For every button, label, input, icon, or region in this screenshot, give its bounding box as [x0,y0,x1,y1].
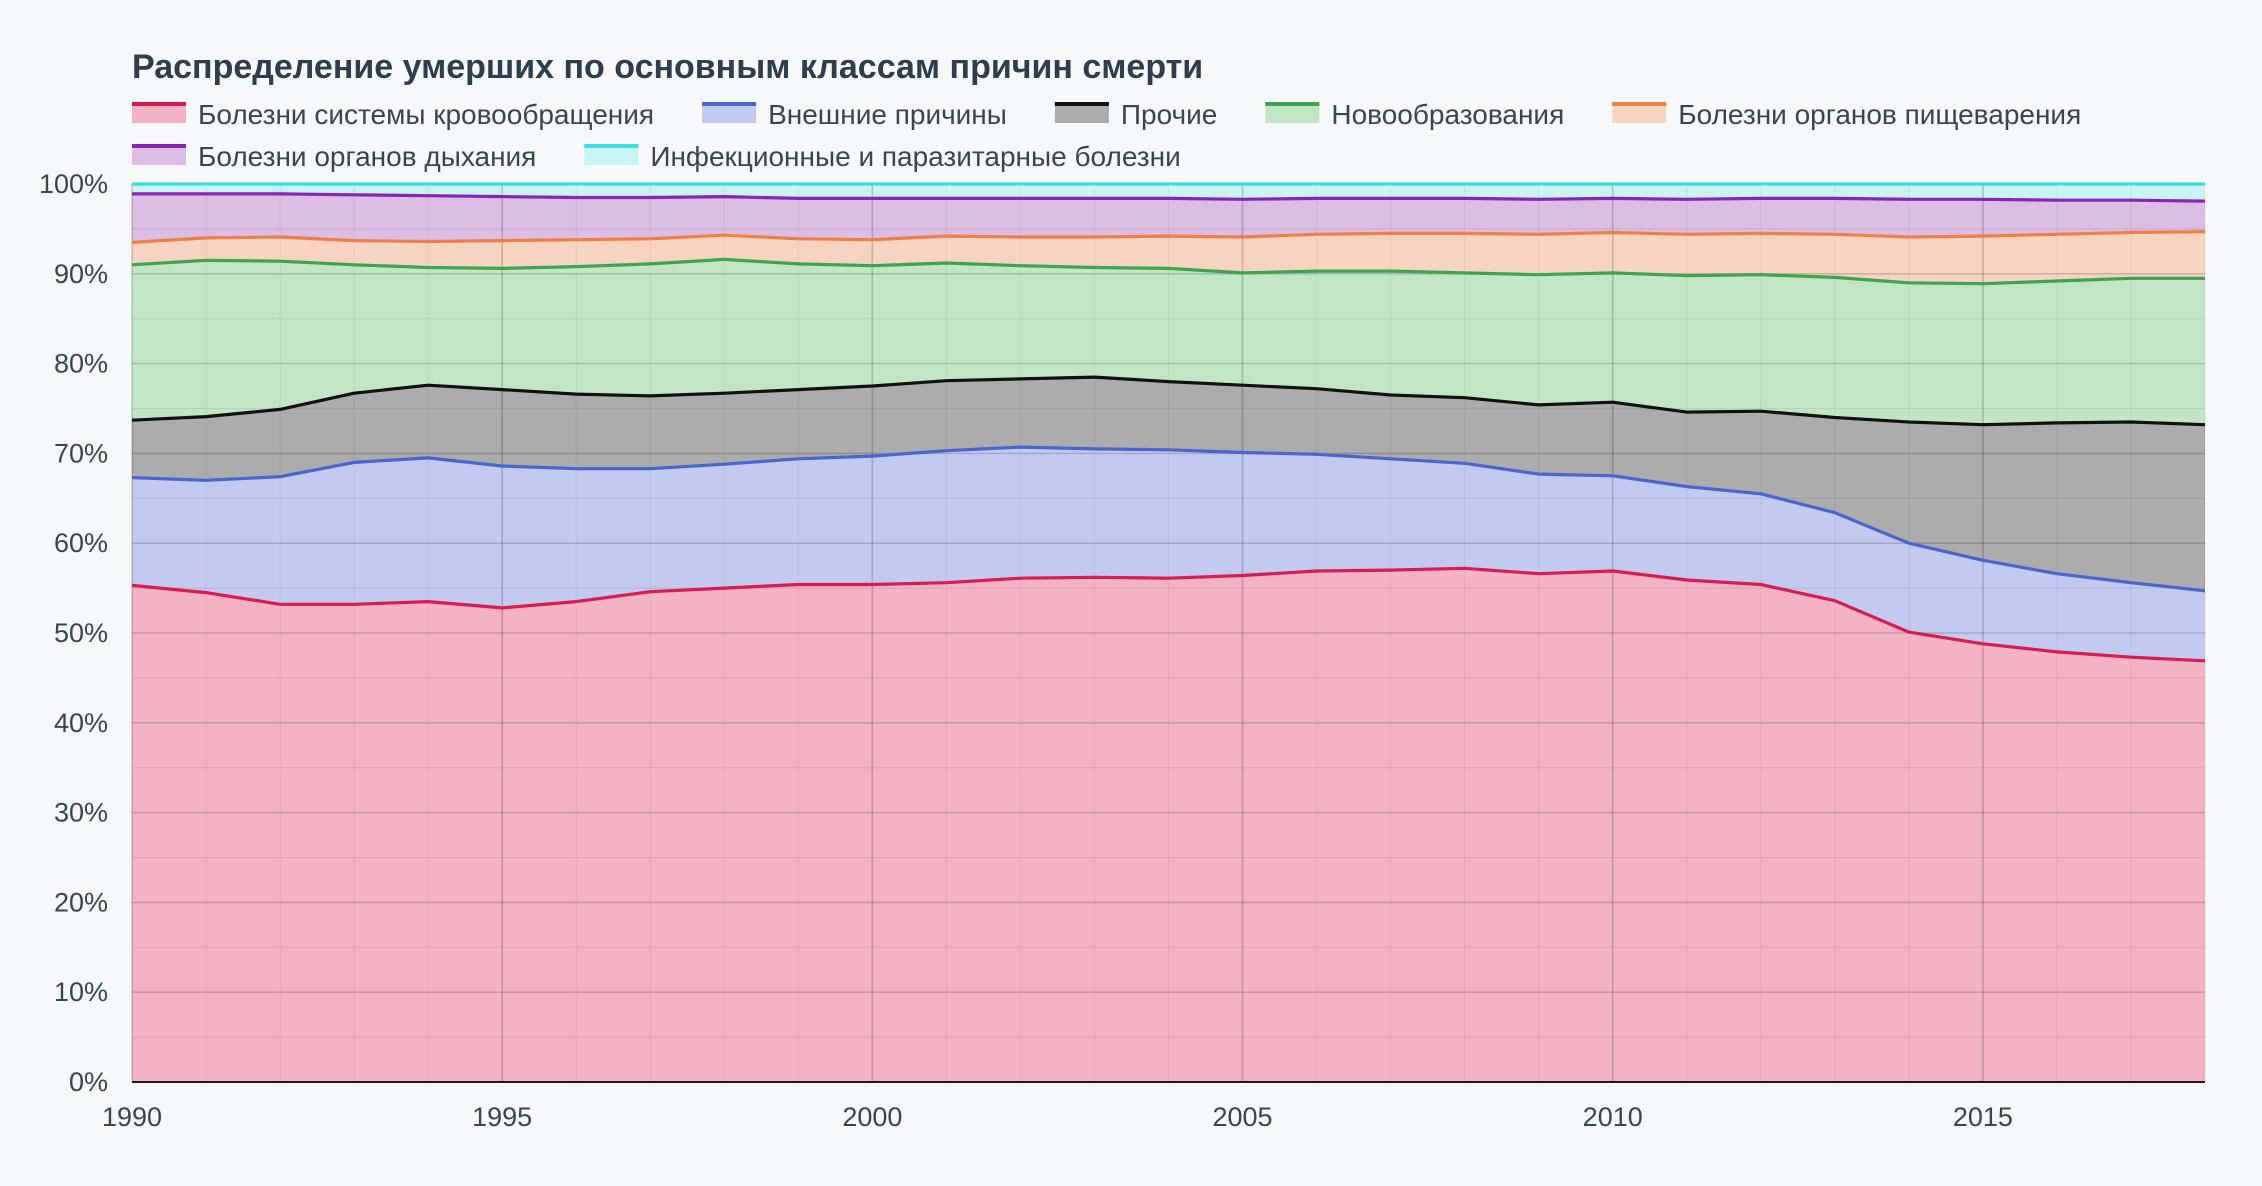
y-tick-label: 10% [54,977,108,1007]
series-6-area [132,193,2205,243]
legend-swatch [584,145,639,165]
legend-item-2: Внешние причины [702,99,1007,130]
y-tick-label: 90% [54,259,108,289]
legend-swatch [132,103,186,123]
legend-swatch [702,103,757,123]
legend-swatch [1265,103,1320,123]
y-tick-label: 40% [54,708,108,738]
x-tick-label: 1990 [102,1102,162,1132]
series-3-line [131,375,2206,427]
legend-item-1: Болезни системы кровообращения [132,99,654,130]
y-tick-label: 70% [54,438,108,468]
legend-label: Внешние причины [768,99,1007,130]
series-1-line [131,566,2206,663]
series-4-line [131,257,2205,286]
series-5-line [131,230,2206,244]
axes: 0% 10% 20% 30% 40% 50% 60% 70% 80% 90% 100% 1990 199… [39,169,2205,1132]
x-tick-label: 2015 [1953,1102,2013,1132]
legend-label: Болезни органов пищеварения [1678,99,2081,130]
gridlines [131,183,2206,1083]
series-areas [132,184,2205,1082]
y-tick-label: 50% [54,618,108,648]
series-3-area [132,377,2205,591]
legend-swatch [1612,103,1667,123]
chart-title: Распределение умерших по основным класса… [132,48,1203,86]
legend-label: Новообразования [1331,99,1564,130]
legend-label: Инфекционные и паразитарные болезни [650,141,1180,172]
legend-item-3: Прочие [1054,99,1217,130]
series-2-line [131,445,2206,593]
y-tick-label: 100% [39,169,108,199]
y-tick-label: 80% [54,349,108,379]
y-tick-label: 20% [54,887,108,917]
series-lines [131,182,2206,663]
x-tick-label: 1995 [472,1102,532,1132]
x-tick-label: 2005 [1212,1102,1272,1132]
legend-label: Прочие [1121,99,1217,130]
x-tick-label: 2000 [842,1102,902,1132]
y-tick-label: 30% [54,798,108,828]
legend: Болезни системы кровообращения Внешние пр… [132,99,2081,172]
series-1-area [132,568,2205,1082]
series-5-area [132,231,2205,284]
series-2-area [132,447,2205,661]
y-tick-label: 60% [54,528,108,558]
legend-item-4: Новообразования [1265,99,1564,130]
legend-label: Болезни системы кровообращения [198,99,654,130]
legend-item-5: Болезни органов пищеварения [1612,99,2081,130]
y-tick-label: 0% [69,1067,108,1097]
legend-item-7: Инфекционные и паразитарные болезни [584,141,1181,172]
legend-swatch [132,145,186,165]
series-4-area [132,259,2205,425]
legend-swatch [1054,103,1109,123]
x-tick-label: 2010 [1583,1102,1643,1132]
series-6-line [132,192,2206,203]
legend-item-6: Болезни органов дыхания [132,141,536,172]
legend-label: Болезни органов дыхания [198,141,536,172]
